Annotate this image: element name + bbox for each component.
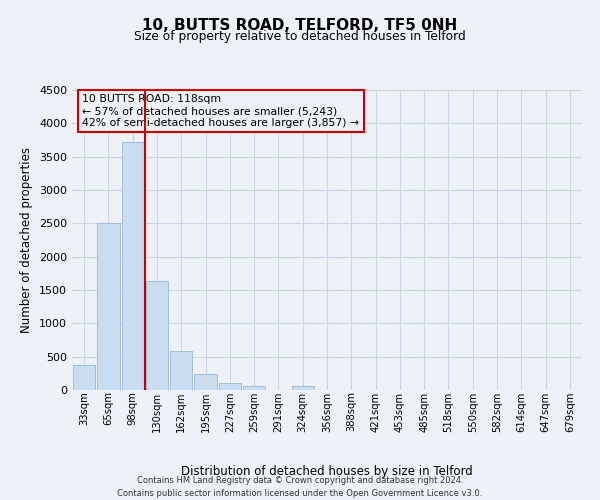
Bar: [243, 386, 265, 390]
Bar: [146, 280, 168, 390]
Bar: [97, 224, 119, 390]
Bar: [122, 142, 144, 390]
Text: Size of property relative to detached houses in Telford: Size of property relative to detached ho…: [134, 30, 466, 43]
Text: 10 BUTTS ROAD: 118sqm
← 57% of detached houses are smaller (5,243)
42% of semi-d: 10 BUTTS ROAD: 118sqm ← 57% of detached …: [82, 94, 359, 128]
Bar: [292, 386, 314, 390]
Text: Contains HM Land Registry data © Crown copyright and database right 2024.
Contai: Contains HM Land Registry data © Crown c…: [118, 476, 482, 498]
Bar: [194, 374, 217, 390]
Bar: [73, 364, 95, 390]
Text: 10, BUTTS ROAD, TELFORD, TF5 0NH: 10, BUTTS ROAD, TELFORD, TF5 0NH: [142, 18, 458, 32]
Text: Distribution of detached houses by size in Telford: Distribution of detached houses by size …: [181, 464, 473, 477]
Bar: [218, 384, 241, 390]
Y-axis label: Number of detached properties: Number of detached properties: [20, 147, 34, 333]
Bar: [170, 350, 193, 390]
